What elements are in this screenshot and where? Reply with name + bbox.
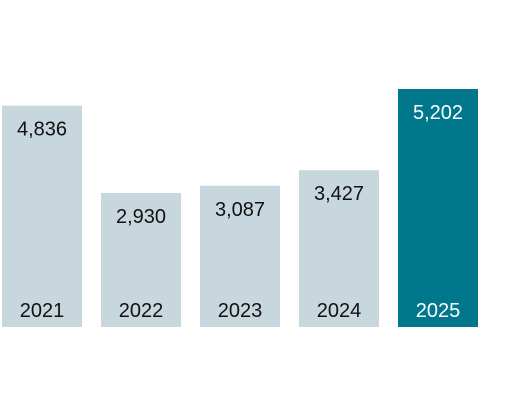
bar-2023 xyxy=(200,185,280,327)
bar-2025 xyxy=(398,89,478,327)
bar-2024 xyxy=(299,170,379,327)
data-label-2024: 3,427 xyxy=(314,183,364,205)
bar-2022 xyxy=(101,192,181,327)
bar-2021 xyxy=(2,105,82,328)
data-label-2022: 2,930 xyxy=(116,206,166,228)
category-label-2025: 2025 xyxy=(416,300,461,322)
category-label-2024: 2024 xyxy=(317,300,362,322)
category-label-2023: 2023 xyxy=(218,300,263,322)
data-label-2021: 4,836 xyxy=(17,119,67,141)
data-label-2023: 3,087 xyxy=(215,199,265,221)
category-label-2021: 2021 xyxy=(20,300,65,322)
category-label-2022: 2022 xyxy=(119,300,164,322)
data-label-2025: 5,202 xyxy=(413,102,463,124)
